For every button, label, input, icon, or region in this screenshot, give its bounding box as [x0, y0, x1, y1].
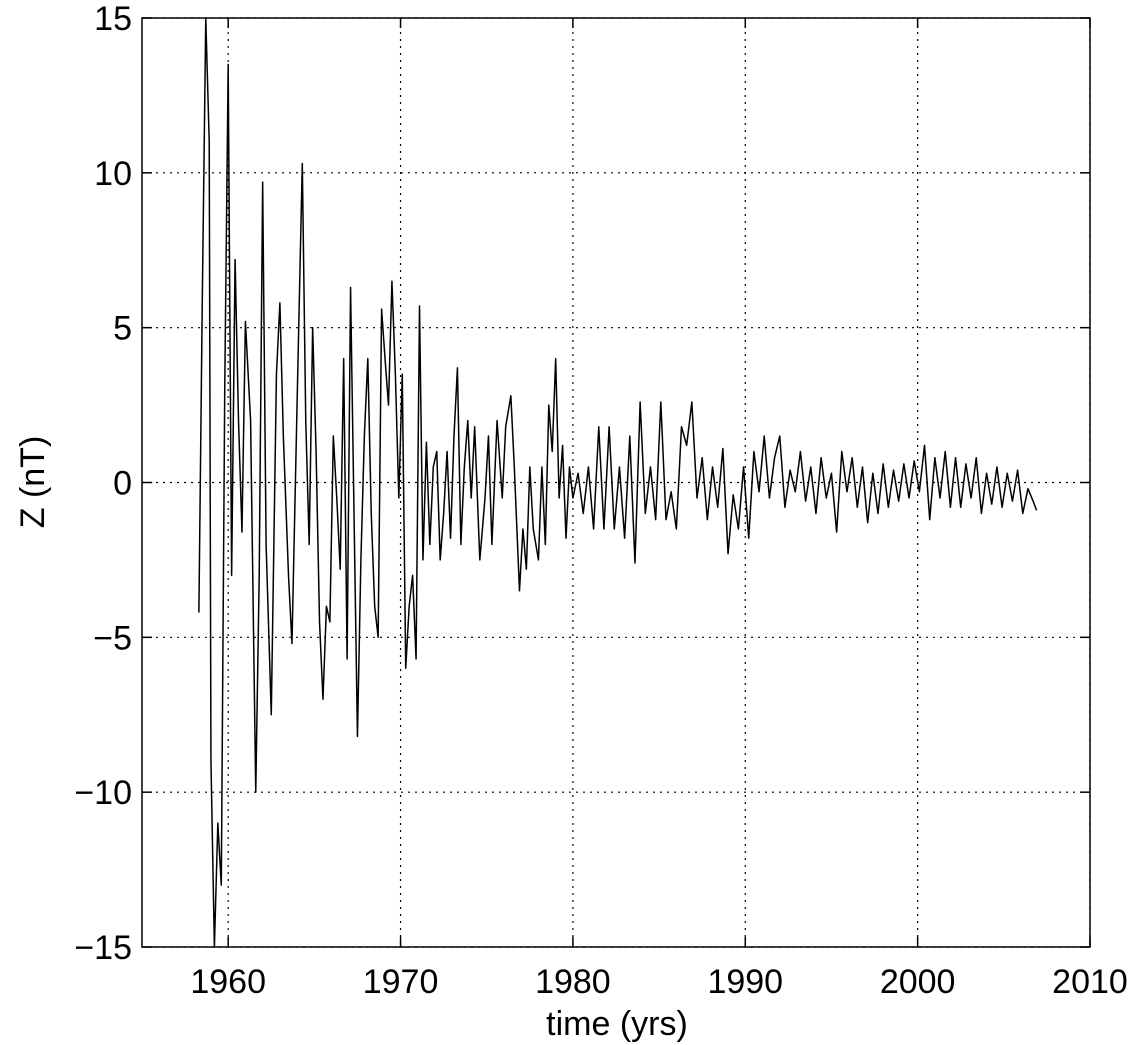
y-tick-label: −5	[93, 619, 132, 657]
axes-box	[141, 17, 1091, 948]
x-tick-label: 1980	[535, 963, 611, 1001]
y-tick-label: 0	[113, 465, 132, 503]
x-tick-label: 2000	[880, 963, 956, 1001]
x-axis-label: time (yrs)	[546, 1005, 688, 1043]
y-tick-label: 15	[94, 0, 132, 38]
y-axis-label: Z (nT)	[14, 436, 52, 529]
data-line	[198, 17, 1038, 948]
y-tick-label: −15	[74, 929, 132, 967]
x-tick-label: 1970	[363, 963, 439, 1001]
y-tick-label: 10	[94, 155, 132, 193]
x-tick-label: 2010	[1052, 963, 1128, 1001]
x-tick-label: 1960	[190, 963, 266, 1001]
x-tick-label: 1990	[707, 963, 783, 1001]
y-tick-label: −10	[74, 774, 132, 812]
plot-area	[142, 18, 1090, 947]
y-tick-label: 5	[113, 310, 132, 348]
